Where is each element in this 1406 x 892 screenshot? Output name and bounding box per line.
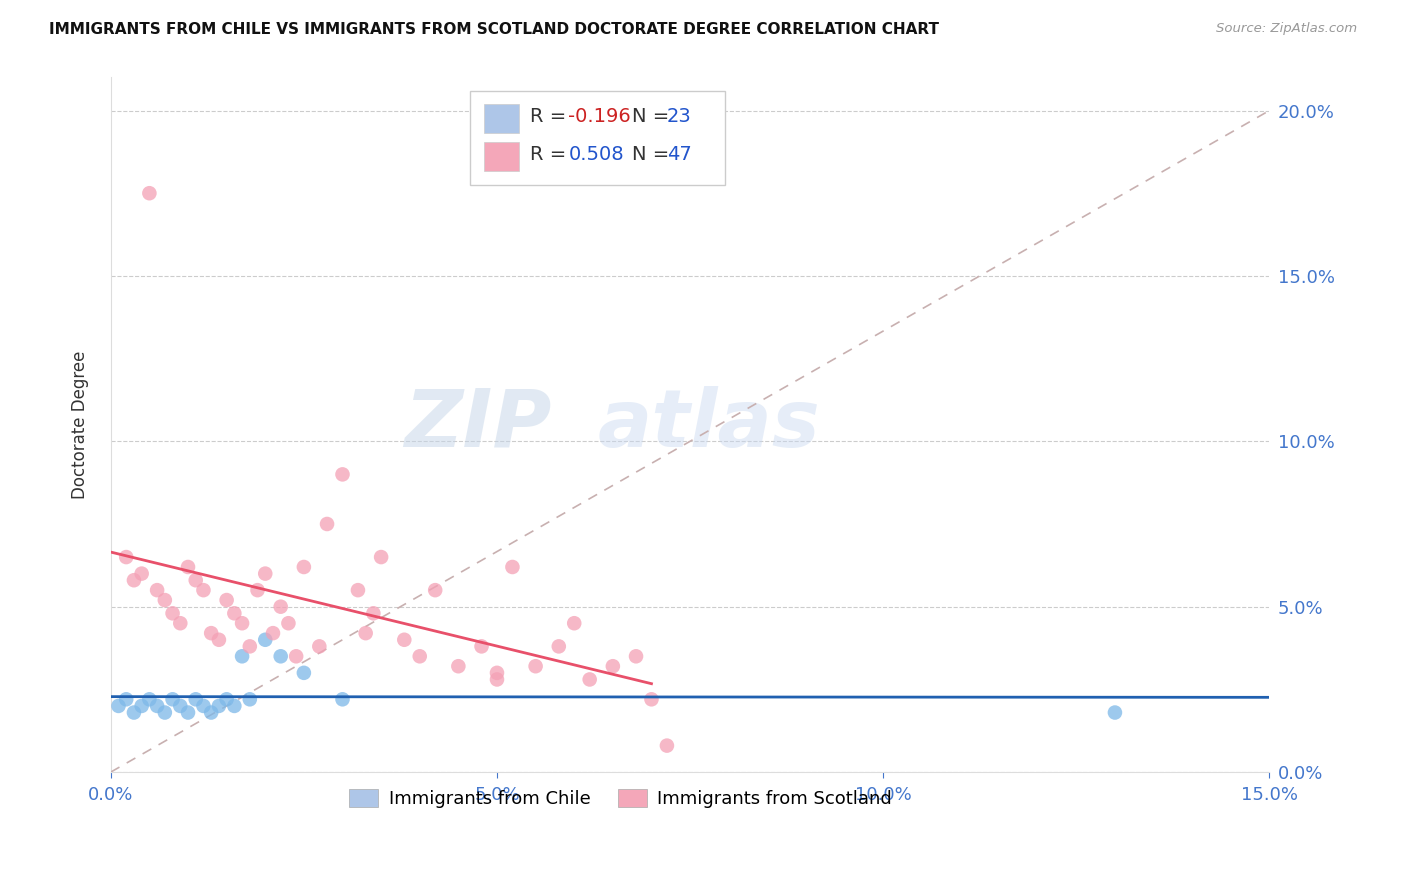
Point bbox=[370, 550, 392, 565]
Point bbox=[501, 560, 523, 574]
Point bbox=[254, 632, 277, 647]
Point bbox=[215, 692, 238, 706]
Point bbox=[208, 632, 231, 647]
Point bbox=[602, 659, 624, 673]
Text: N =: N = bbox=[633, 145, 676, 164]
Point bbox=[332, 467, 354, 482]
Point bbox=[162, 607, 184, 621]
Point bbox=[193, 583, 215, 598]
Point bbox=[270, 599, 292, 614]
Text: atlas: atlas bbox=[598, 385, 820, 464]
Point bbox=[169, 616, 191, 631]
Point bbox=[200, 706, 222, 720]
Point bbox=[640, 692, 662, 706]
Point bbox=[177, 706, 200, 720]
Point bbox=[177, 560, 200, 574]
Text: IMMIGRANTS FROM CHILE VS IMMIGRANTS FROM SCOTLAND DOCTORATE DEGREE CORRELATION C: IMMIGRANTS FROM CHILE VS IMMIGRANTS FROM… bbox=[49, 22, 939, 37]
Point bbox=[562, 616, 585, 631]
Text: 23: 23 bbox=[666, 107, 692, 126]
Point bbox=[146, 698, 169, 713]
Point bbox=[285, 649, 308, 664]
Point bbox=[1104, 706, 1126, 720]
Text: ZIP: ZIP bbox=[404, 385, 551, 464]
Point bbox=[292, 665, 315, 680]
Point bbox=[200, 626, 222, 640]
Text: Source: ZipAtlas.com: Source: ZipAtlas.com bbox=[1216, 22, 1357, 36]
Point bbox=[292, 560, 315, 574]
Point bbox=[409, 649, 432, 664]
Point bbox=[153, 593, 176, 607]
Point bbox=[138, 186, 160, 201]
Point bbox=[277, 616, 299, 631]
Point bbox=[262, 626, 284, 640]
Point bbox=[193, 698, 215, 713]
Point bbox=[115, 692, 138, 706]
Text: R =: R = bbox=[530, 145, 572, 164]
Point bbox=[224, 698, 246, 713]
Point bbox=[270, 649, 292, 664]
Point bbox=[447, 659, 470, 673]
Text: -0.196: -0.196 bbox=[568, 107, 631, 126]
Point bbox=[208, 698, 231, 713]
Point bbox=[239, 640, 262, 654]
Point bbox=[547, 640, 569, 654]
Point bbox=[524, 659, 547, 673]
Point bbox=[215, 593, 238, 607]
Point bbox=[131, 698, 153, 713]
Point bbox=[162, 692, 184, 706]
FancyBboxPatch shape bbox=[484, 142, 519, 171]
Text: 0.508: 0.508 bbox=[568, 145, 624, 164]
Point bbox=[184, 692, 207, 706]
Point bbox=[332, 692, 354, 706]
Point bbox=[363, 607, 385, 621]
FancyBboxPatch shape bbox=[484, 103, 519, 133]
Point bbox=[138, 692, 160, 706]
Point bbox=[394, 632, 416, 647]
Point bbox=[485, 673, 508, 687]
FancyBboxPatch shape bbox=[470, 91, 725, 186]
Point bbox=[485, 665, 508, 680]
Point bbox=[578, 673, 600, 687]
Point bbox=[254, 566, 277, 581]
Point bbox=[184, 573, 207, 587]
Point bbox=[122, 706, 145, 720]
Point bbox=[347, 583, 370, 598]
Point bbox=[655, 739, 678, 753]
Point bbox=[122, 573, 145, 587]
Point bbox=[239, 692, 262, 706]
Point bbox=[470, 640, 492, 654]
Text: N =: N = bbox=[633, 107, 676, 126]
Point bbox=[231, 616, 253, 631]
Point bbox=[316, 516, 339, 531]
Y-axis label: Doctorate Degree: Doctorate Degree bbox=[72, 351, 89, 499]
Text: R =: R = bbox=[530, 107, 572, 126]
Point bbox=[624, 649, 647, 664]
Point bbox=[146, 583, 169, 598]
Point bbox=[231, 649, 253, 664]
Text: 47: 47 bbox=[666, 145, 692, 164]
Point bbox=[224, 607, 246, 621]
Legend: Immigrants from Chile, Immigrants from Scotland: Immigrants from Chile, Immigrants from S… bbox=[342, 781, 900, 815]
Point bbox=[246, 583, 269, 598]
Point bbox=[107, 698, 129, 713]
Point bbox=[131, 566, 153, 581]
Point bbox=[425, 583, 447, 598]
Point bbox=[354, 626, 377, 640]
Point bbox=[169, 698, 191, 713]
Point bbox=[308, 640, 330, 654]
Point bbox=[153, 706, 176, 720]
Point bbox=[115, 550, 138, 565]
